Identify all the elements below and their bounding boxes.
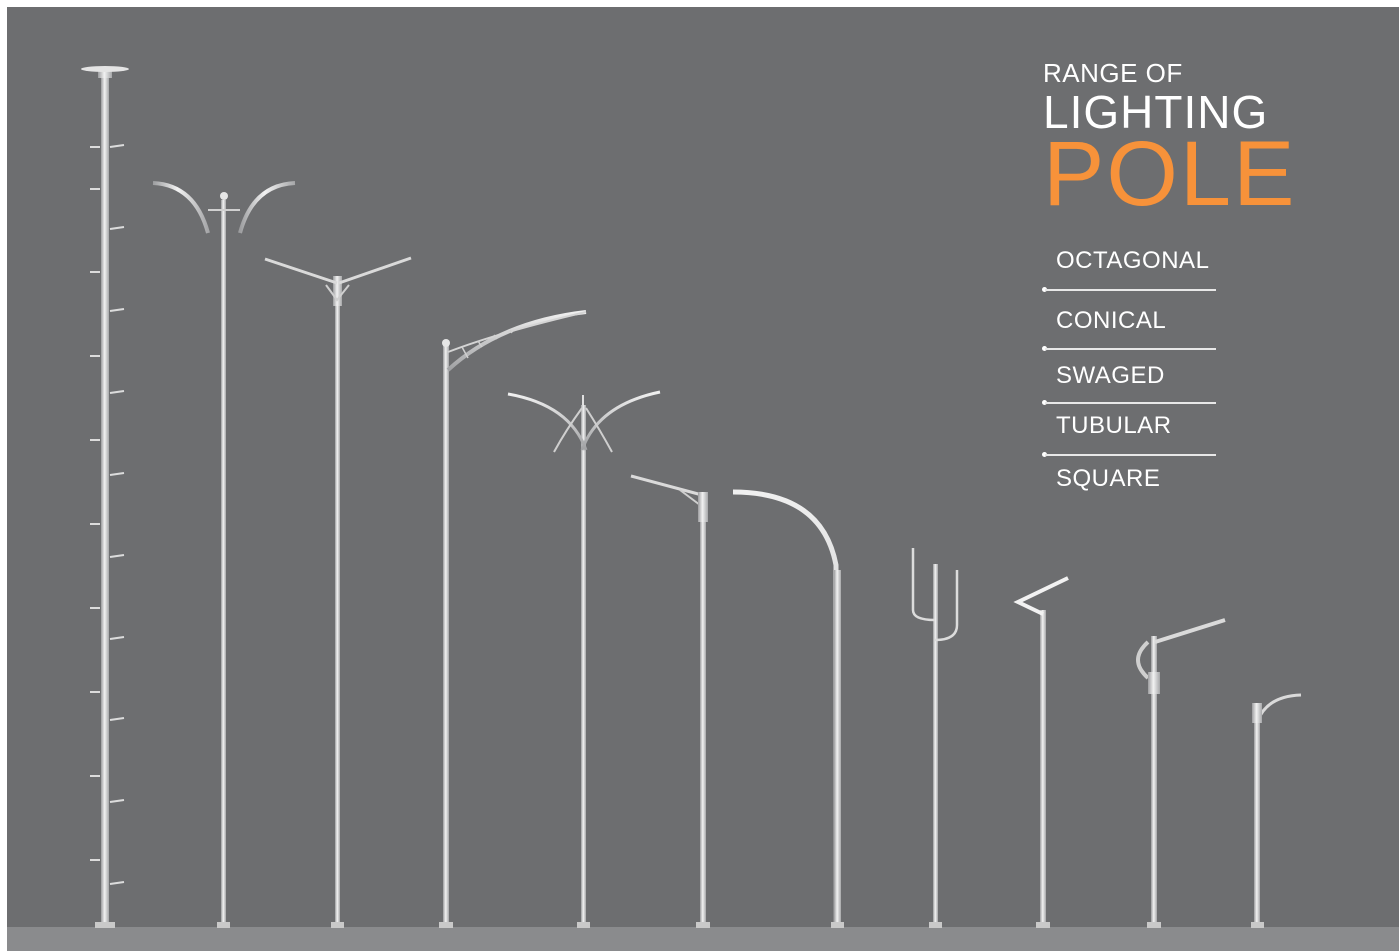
bullet-dot xyxy=(1042,452,1047,457)
double-y-arm-pole xyxy=(264,256,412,928)
bullet-dot xyxy=(1042,346,1047,351)
pole-type-tubular: TUBULAR xyxy=(1056,412,1172,439)
divider-line xyxy=(1045,348,1216,350)
pole-type-conical: CONICAL xyxy=(1056,307,1167,334)
pole-type-swaged: SWAGED xyxy=(1056,362,1165,389)
zigzag-arm-pole xyxy=(1013,576,1069,928)
u-bracket-pole xyxy=(911,548,959,928)
divider-line xyxy=(1045,454,1216,456)
single-short-arm-pole xyxy=(630,474,710,928)
bullet-dot xyxy=(1042,287,1047,292)
title-line-lighting: LIGHTING xyxy=(1043,86,1269,138)
title-line-range-of: RANGE OF xyxy=(1043,58,1183,88)
high-mast-pole xyxy=(81,66,129,928)
bullet-dot xyxy=(1042,400,1047,405)
pole-type-square: SQUARE xyxy=(1056,465,1161,492)
single-arch-arm-pole xyxy=(439,310,587,928)
divider-line xyxy=(1045,402,1216,404)
swan-neck-pole xyxy=(732,489,844,928)
small-curved-arm-pole xyxy=(1251,693,1302,928)
title-line-pole: POLE xyxy=(1043,123,1297,225)
crossed-arm-pole xyxy=(507,390,661,928)
side-mount-arm-pole xyxy=(1136,618,1226,928)
double-curved-arm-pole xyxy=(152,181,296,928)
ground-strip xyxy=(7,927,1399,951)
pole-type-octagonal: OCTAGONAL xyxy=(1056,247,1210,274)
divider-line xyxy=(1045,289,1216,291)
